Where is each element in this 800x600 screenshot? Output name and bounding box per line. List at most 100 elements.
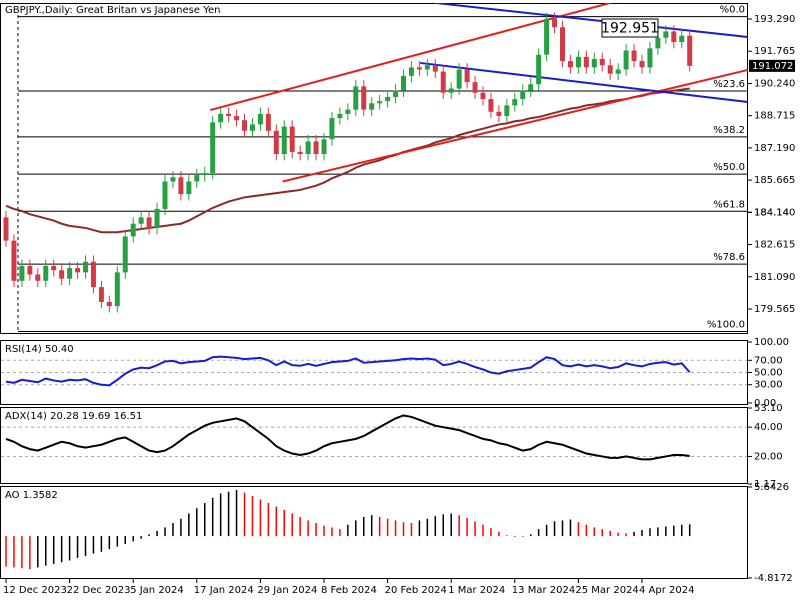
ao-bar <box>633 531 635 537</box>
candle-body <box>305 141 311 155</box>
rsi-panel <box>0 340 748 405</box>
ao-bar <box>188 513 190 537</box>
candle-body <box>257 113 263 125</box>
ao-bar <box>140 536 142 539</box>
indicator-line <box>5 414 690 461</box>
ao-bar <box>315 523 317 537</box>
candle-body <box>67 268 73 279</box>
y-tick-label: 1.17 <box>754 479 776 490</box>
ao-bar <box>450 513 452 537</box>
candle-body <box>122 236 128 273</box>
x-tick-label: 12 Dec 2023 <box>3 585 67 596</box>
price-marker-label: 191.072 <box>752 61 793 72</box>
candle-body <box>377 101 383 104</box>
x-tick-label: 8 Feb 2024 <box>321 585 377 596</box>
ao-bar <box>386 518 389 537</box>
ao-bar <box>617 532 619 537</box>
trendline <box>210 3 611 112</box>
ao-bar <box>657 527 659 537</box>
ao-bar <box>299 516 301 537</box>
adx-panel <box>0 407 748 484</box>
ao-bar <box>331 527 333 537</box>
x-tick-label: 22 Dec 2023 <box>67 585 131 596</box>
candle-body <box>528 84 534 91</box>
candle-body <box>440 71 446 93</box>
ao-bar <box>402 522 405 537</box>
ao-title: AO 1.3582 <box>5 490 58 501</box>
ao-bar <box>553 521 556 537</box>
candle-body <box>401 75 406 91</box>
ao-bar <box>569 519 572 537</box>
candle-body <box>35 274 41 281</box>
price-marker <box>749 59 795 72</box>
candle-body <box>242 120 247 131</box>
candle-body <box>186 181 192 195</box>
ao-bar <box>52 536 55 564</box>
candle-body <box>234 115 240 121</box>
candle-body <box>138 217 144 224</box>
ao-bar <box>196 508 198 537</box>
ao-bar <box>307 520 309 537</box>
candle-body <box>289 126 295 152</box>
ao-bar <box>537 529 540 537</box>
y-tick-label: 184.140 <box>754 207 795 218</box>
ao-bar <box>490 528 492 537</box>
ao-bar <box>347 524 349 537</box>
candle-body <box>671 31 677 43</box>
candle-body <box>393 90 399 97</box>
candle-body <box>599 58 605 66</box>
y-tick-label: 188.715 <box>754 111 795 122</box>
ao-bar <box>474 521 476 537</box>
candle-body <box>639 61 645 68</box>
candle-body <box>345 109 351 114</box>
ao-bar <box>355 520 357 537</box>
ao-bar <box>172 523 174 537</box>
fib-label: %0.0 <box>720 5 745 16</box>
candle-body <box>249 124 255 131</box>
ao-bar <box>227 491 230 537</box>
candle-body <box>321 139 327 155</box>
x-tick-label: 5 Jan 2024 <box>130 585 184 596</box>
fib-label: %61.8 <box>713 199 745 210</box>
y-tick-label: 30.00 <box>754 380 783 391</box>
y-tick-label: 53.10 <box>754 403 783 414</box>
candle-body <box>75 268 81 273</box>
candle-body <box>297 151 303 155</box>
ao-bar <box>363 516 365 537</box>
y-tick-label: 181.090 <box>754 272 795 283</box>
trendline <box>282 68 748 183</box>
candle-body <box>520 90 526 100</box>
candle-body <box>472 82 478 93</box>
candle-body <box>114 272 120 307</box>
candle-body <box>575 56 581 68</box>
candle-body <box>512 99 518 106</box>
ao-bar <box>275 506 278 537</box>
rsi-title: RSI(14) 50.40 <box>5 344 74 355</box>
ao-bar <box>68 536 71 561</box>
x-tick-label: 4 Apr 2024 <box>639 585 694 596</box>
ao-bar <box>529 534 532 537</box>
candle-body <box>369 103 375 110</box>
ao-bar <box>243 492 246 537</box>
candle-body <box>337 113 343 119</box>
x-tick-label: 17 Jan 2024 <box>194 585 254 596</box>
candle-body <box>83 261 88 273</box>
ao-bar <box>124 536 126 544</box>
ao-bar <box>92 536 95 554</box>
candle-body <box>361 86 367 110</box>
fib-label: %23.6 <box>713 79 745 90</box>
ao-bar <box>21 536 23 569</box>
candle-body <box>416 67 422 70</box>
y-tick-label: 179.565 <box>754 304 795 315</box>
trendline <box>435 3 748 38</box>
candle-body <box>51 265 57 271</box>
ao-bar <box>180 518 182 537</box>
ao-bar <box>339 529 341 537</box>
candle-body <box>154 208 160 228</box>
candle-body <box>210 122 216 174</box>
candle-body <box>504 105 510 116</box>
chart-title: GBPJPY.,Daily: Great Britan vs Japanese … <box>5 5 220 16</box>
ao-bar <box>378 516 381 537</box>
y-tick-label: 182.615 <box>754 240 795 251</box>
